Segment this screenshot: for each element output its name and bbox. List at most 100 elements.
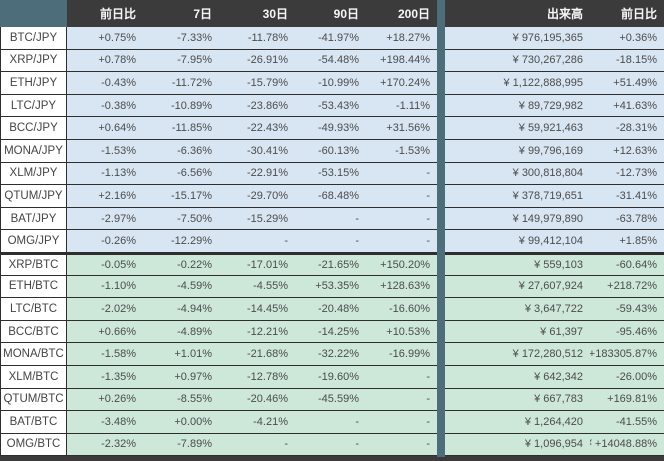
change-value: +0.78%: [67, 49, 143, 72]
volume-change-value: +169.81%: [590, 388, 664, 411]
change-value: -: [366, 433, 437, 456]
pair-label: OMG/JPY: [0, 230, 67, 252]
change-value: -17.01%: [219, 254, 295, 275]
pair-label: XLM/BTC: [0, 365, 67, 388]
table-header: 前日比 7日 30日 90日 200日 出来高 前日比: [0, 0, 664, 27]
change-value: -0.22%: [143, 254, 219, 275]
volume-change-value: -63.78%: [590, 207, 664, 230]
table-row-xrp-btc[interactable]: XRP/BTC -0.05% -0.22% -17.01% -21.65% +150.20…: [0, 252, 664, 276]
table-row-xlm-jpy[interactable]: XLM/JPY -1.13% -6.56% -22.91% -53.15% - ¥ 300,…: [0, 162, 664, 186]
pair-label: LTC/JPY: [0, 94, 67, 117]
volume-change-value: +0.36%: [590, 27, 664, 49]
change-value: -7.89%: [143, 433, 219, 456]
volume-value: ¥ 59,921,463: [445, 117, 590, 139]
change-value: -49.93%: [295, 117, 366, 139]
change-value: -1.10%: [67, 275, 143, 298]
change-value: -1.53%: [366, 139, 437, 162]
pair-label: BTC/JPY: [0, 27, 67, 49]
change-value: -20.48%: [295, 298, 366, 320]
change-value: -: [366, 388, 437, 411]
change-value: -4.59%: [143, 275, 219, 298]
change-value: -32.22%: [295, 343, 366, 365]
volume-change-value: -41.55%: [590, 411, 664, 433]
change-value: -2.32%: [67, 433, 143, 456]
volume-change-value: -59.43%: [590, 298, 664, 320]
volume-value: ¥ 27,607,924: [445, 275, 590, 298]
change-value: -: [219, 433, 295, 456]
table-body: BTC/JPY +0.75% -7.33% -11.78% -41.97% +18.27%…: [0, 27, 664, 457]
change-value: -21.65%: [295, 254, 366, 275]
table-row-bcc-btc[interactable]: BCC/BTC +0.66% -4.89% -12.21% -14.25% +10.53%…: [0, 320, 664, 344]
volume-change-value: -28.31%: [590, 117, 664, 139]
change-value: -26.91%: [219, 49, 295, 72]
table-row-mona-jpy[interactable]: MONA/JPY -1.53% -6.36% -30.41% -60.13% -1.53%…: [0, 139, 664, 163]
table-row-ltc-btc[interactable]: LTC/BTC -2.02% -4.94% -14.45% -20.48% -16.60%…: [0, 298, 664, 321]
change-value: -: [366, 365, 437, 388]
table-row-eth-jpy[interactable]: ETH/JPY -0.43% -11.72% -15.79% -10.99% +170.2…: [0, 72, 664, 95]
change-value: -1.35%: [67, 365, 143, 388]
change-value: -7.50%: [143, 207, 219, 230]
table-row-qtum-btc[interactable]: QTUM/BTC +0.26% -8.55% -20.46% -45.59% - ¥ 667…: [0, 388, 664, 412]
change-value: -1.58%: [67, 343, 143, 365]
header-90d: 90日: [333, 7, 359, 21]
table-row-bat-btc[interactable]: BAT/BTC -3.48% +0.00% -4.21% - - ¥ 1,264,420 -4…: [0, 411, 664, 434]
table-row-bcc-jpy[interactable]: BCC/JPY +0.64% -11.85% -22.43% -49.93% +31.56…: [0, 117, 664, 140]
change-value: -: [295, 411, 366, 433]
volume-change-value: ¥ +14048.88%: [590, 433, 664, 456]
pair-label: XRP/JPY: [0, 49, 67, 72]
volume-value: ¥ 559,103: [445, 254, 590, 275]
volume-change-value: +183305.87%: [590, 343, 664, 365]
change-value: +0.00%: [143, 411, 219, 433]
volume-value: ¥ 378,719,651: [445, 185, 590, 207]
table-row-eth-btc[interactable]: ETH/BTC -1.10% -4.59% -4.55% +53.35% +128.63%…: [0, 275, 664, 299]
change-value: +10.53%: [366, 320, 437, 343]
table-row-qtum-jpy[interactable]: QTUM/JPY +2.16% -15.17% -29.70% -68.48% - ¥ 37…: [0, 185, 664, 208]
table-row-bat-jpy[interactable]: BAT/JPY -2.97% -7.50% -15.29% - - ¥ 149,979,89…: [0, 207, 664, 231]
change-value: -21.68%: [219, 343, 295, 365]
header-volume-change-1d: 前日比: [620, 7, 657, 21]
change-value: -22.91%: [219, 162, 295, 185]
change-value: -19.60%: [295, 365, 366, 388]
table-row-ltc-jpy[interactable]: LTC/JPY -0.38% -10.89% -23.86% -53.43% -1.11%…: [0, 94, 664, 118]
change-value: -29.70%: [219, 185, 295, 207]
table-row-xrp-jpy[interactable]: XRP/JPY +0.78% -7.95% -26.91% -54.48% +198.44…: [0, 49, 664, 73]
change-value: +198.44%: [366, 49, 437, 72]
pair-label: BCC/BTC: [0, 320, 67, 343]
change-value: -15.29%: [219, 207, 295, 230]
header-change-1d: 前日比: [99, 7, 136, 21]
change-value: -0.38%: [67, 94, 143, 117]
pair-label: XRP/BTC: [0, 254, 67, 275]
table-row-omg-jpy[interactable]: OMG/JPY -0.26% -12.29% - - - ¥ 99,412,104 +1.85…: [0, 230, 664, 253]
change-value: -16.60%: [366, 298, 437, 320]
change-value: -6.56%: [143, 162, 219, 185]
volume-value: ¥ 300,818,804: [445, 162, 590, 185]
change-value: +150.20%: [366, 254, 437, 275]
change-value: -54.48%: [295, 49, 366, 72]
pair-label: MONA/JPY: [0, 139, 67, 162]
pair-label: BAT/BTC: [0, 411, 67, 433]
table-row-xlm-btc[interactable]: XLM/BTC -1.35% +0.97% -12.78% -19.60% - ¥ 642,…: [0, 365, 664, 389]
change-value: -45.59%: [295, 388, 366, 411]
change-value: -4.21%: [219, 411, 295, 433]
change-value: -: [366, 230, 437, 252]
change-value: -11.85%: [143, 117, 219, 139]
change-value: +1.01%: [143, 343, 219, 365]
change-value: -2.02%: [67, 298, 143, 320]
change-value: +0.75%: [67, 27, 143, 49]
change-value: -4.94%: [143, 298, 219, 320]
change-value: -15.17%: [143, 185, 219, 207]
change-value: -11.78%: [219, 27, 295, 49]
change-value: -10.99%: [295, 72, 366, 94]
pair-label: ETH/BTC: [0, 275, 67, 298]
table-row-btc-jpy[interactable]: BTC/JPY +0.75% -7.33% -11.78% -41.97% +18.27%…: [0, 27, 664, 50]
change-value: -68.48%: [295, 185, 366, 207]
change-value: -12.29%: [143, 230, 219, 252]
table-row-mona-btc[interactable]: MONA/BTC -1.58% +1.01% -21.68% -32.22% -16.99…: [0, 343, 664, 366]
pair-label: QTUM/JPY: [0, 185, 67, 207]
volume-value: ¥ 1,122,888,995: [445, 72, 590, 94]
change-value: +53.35%: [295, 275, 366, 298]
table-row-omg-btc[interactable]: OMG/BTC -2.32% -7.89% - - - ¥ 1,096,954 ¥ +1404…: [0, 433, 664, 457]
change-value: -10.89%: [143, 94, 219, 117]
change-value: -: [295, 230, 366, 252]
